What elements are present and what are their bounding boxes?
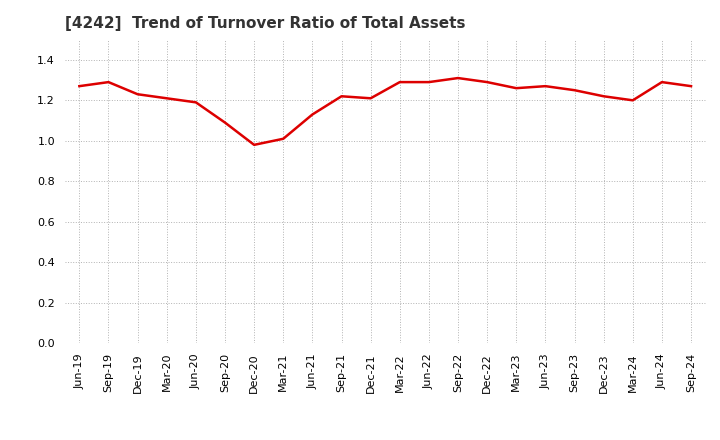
Text: [4242]  Trend of Turnover Ratio of Total Assets: [4242] Trend of Turnover Ratio of Total … xyxy=(65,16,465,32)
